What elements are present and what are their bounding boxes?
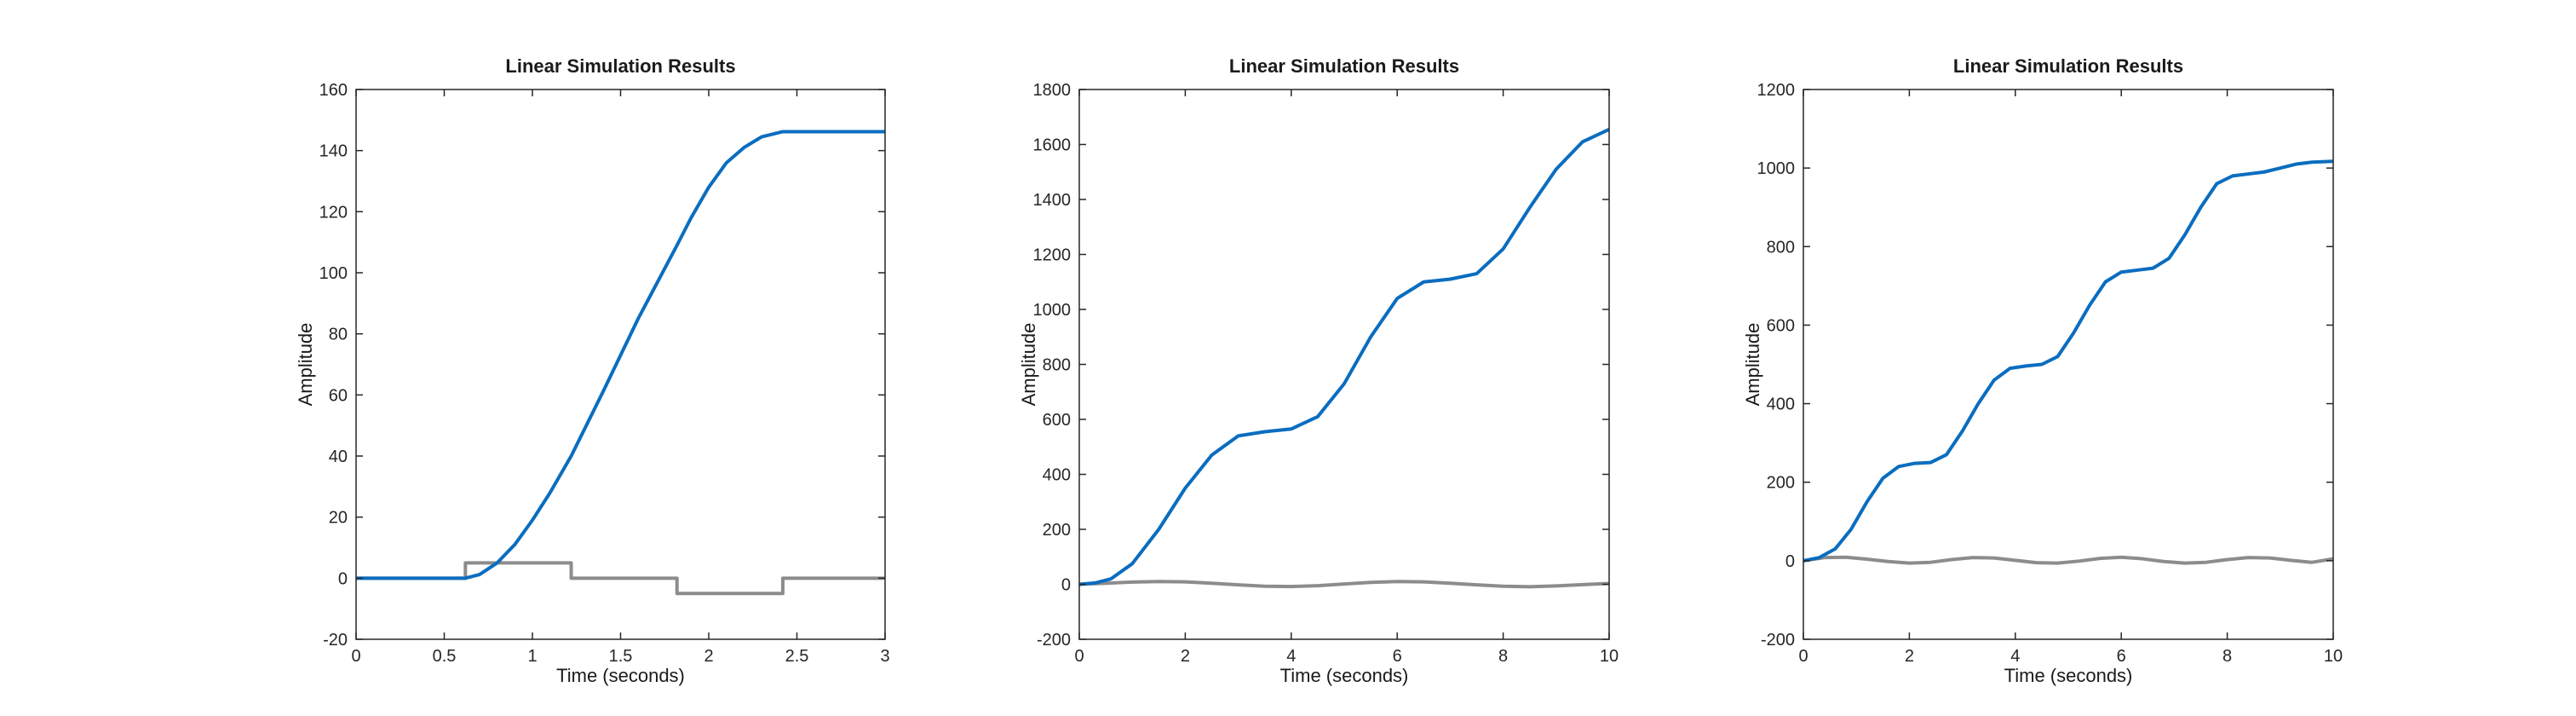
y-tick-label: 60 bbox=[329, 386, 348, 405]
y-tick-label: 0 bbox=[1785, 552, 1795, 571]
y-tick-label: 600 bbox=[1767, 316, 1795, 335]
x-tick-label: 0.5 bbox=[433, 647, 457, 666]
y-tick-label: 20 bbox=[329, 509, 348, 528]
x-axis-label: Time (seconds) bbox=[2004, 665, 2133, 686]
y-tick-label: 0 bbox=[338, 569, 348, 588]
x-tick-label: 8 bbox=[1498, 647, 1508, 666]
y-tick-label: 1600 bbox=[1033, 136, 1072, 155]
x-tick-label: 1 bbox=[527, 647, 537, 666]
y-axis-label: Amplitude bbox=[1018, 323, 1039, 407]
chart-title: Linear Simulation Results bbox=[1229, 55, 1459, 77]
y-axis-label: Amplitude bbox=[295, 323, 316, 407]
x-tick-label: 8 bbox=[2222, 647, 2232, 666]
y-tick-label: 400 bbox=[1043, 466, 1071, 485]
y-tick-label: 1000 bbox=[1033, 301, 1072, 320]
x-tick-label: 4 bbox=[1286, 647, 1296, 666]
x-tick-label: 2.5 bbox=[785, 647, 809, 666]
y-tick-label: 200 bbox=[1043, 521, 1071, 540]
y-tick-label: 1200 bbox=[1757, 81, 1796, 100]
response-line bbox=[1079, 127, 1609, 586]
y-tick-label: -20 bbox=[323, 631, 348, 650]
y-tick-label: 1400 bbox=[1033, 191, 1072, 210]
y-tick-label: 1800 bbox=[1033, 81, 1072, 100]
x-tick-label: 6 bbox=[1393, 647, 1402, 666]
y-tick-label: 160 bbox=[319, 81, 348, 100]
y-tick-label: 800 bbox=[1043, 356, 1071, 375]
chart-panel-3: Linear Simulation Results Time (seconds)… bbox=[1742, 55, 2343, 686]
y-axis-label: Amplitude bbox=[1742, 323, 1763, 407]
y-tick-label: 1000 bbox=[1757, 159, 1796, 178]
axes-box bbox=[1803, 89, 2334, 640]
y-tick-label: 1200 bbox=[1033, 246, 1072, 265]
y-tick-label: 400 bbox=[1767, 396, 1795, 414]
y-tick-label: 120 bbox=[319, 203, 348, 222]
y-tick-label: 140 bbox=[319, 142, 348, 161]
y-tick-label: -200 bbox=[1037, 631, 1071, 650]
input-signal-line bbox=[1079, 580, 1609, 589]
x-tick-label: 1.5 bbox=[609, 647, 633, 666]
y-tick-label: -200 bbox=[1761, 631, 1795, 650]
input-signal-line bbox=[356, 561, 885, 596]
y-tick-label: 80 bbox=[329, 326, 348, 344]
y-tick-label: 600 bbox=[1043, 411, 1071, 430]
chart-panel-2: Linear Simulation Results Time (seconds)… bbox=[1018, 55, 1619, 686]
x-tick-label: 2 bbox=[1905, 647, 1914, 666]
x-tick-label: 2 bbox=[1181, 647, 1190, 666]
chart-title: Linear Simulation Results bbox=[1953, 55, 2183, 77]
chart-panel-1: Linear Simulation Results Time (seconds)… bbox=[295, 55, 890, 686]
y-tick-label: 100 bbox=[319, 264, 348, 283]
response-line bbox=[356, 130, 885, 580]
x-tick-label: 0 bbox=[1798, 647, 1808, 666]
x-axis-label: Time (seconds) bbox=[556, 665, 685, 686]
y-tick-label: 800 bbox=[1767, 238, 1795, 257]
x-tick-label: 0 bbox=[1074, 647, 1084, 666]
chart-title: Linear Simulation Results bbox=[505, 55, 735, 77]
y-tick-label: 0 bbox=[1061, 576, 1071, 595]
x-tick-label: 2 bbox=[704, 647, 713, 666]
x-axis-label: Time (seconds) bbox=[1280, 665, 1409, 686]
y-tick-label: 200 bbox=[1767, 474, 1795, 493]
response-line bbox=[1803, 159, 2333, 563]
x-tick-label: 10 bbox=[2324, 647, 2343, 666]
x-tick-label: 10 bbox=[1600, 647, 1619, 666]
input-signal-line bbox=[1803, 555, 2333, 565]
x-tick-label: 4 bbox=[2010, 647, 2020, 666]
x-tick-label: 0 bbox=[351, 647, 360, 666]
y-tick-label: 40 bbox=[329, 448, 348, 466]
x-tick-label: 3 bbox=[880, 647, 889, 666]
x-tick-label: 6 bbox=[2117, 647, 2126, 666]
